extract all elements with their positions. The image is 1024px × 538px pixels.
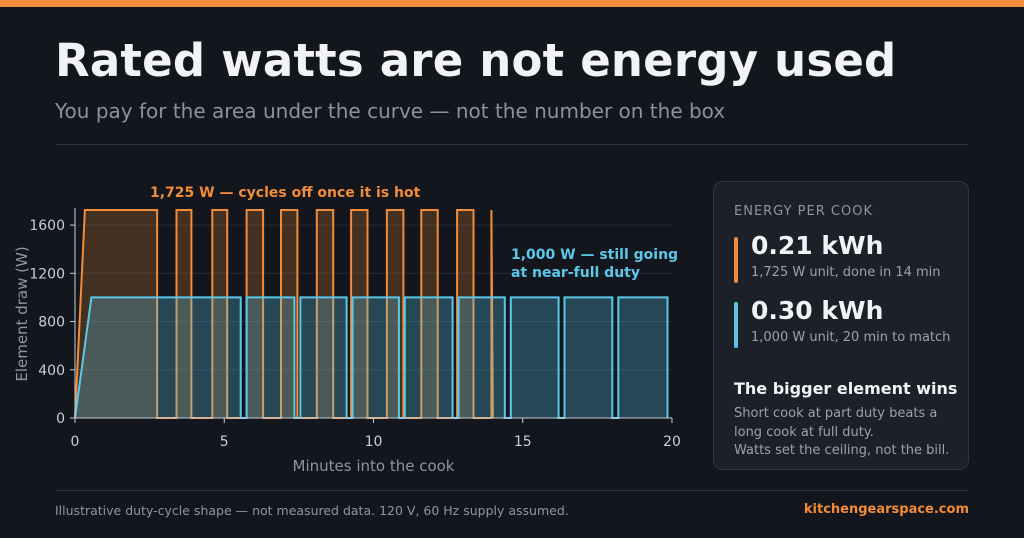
page-subtitle: You pay for the area under the curve — n… bbox=[55, 99, 726, 123]
series-area-orange bbox=[75, 210, 493, 418]
annotation-blue-line2: at near-full duty bbox=[511, 265, 640, 281]
y-tick-label: 1200 bbox=[29, 266, 65, 282]
chart-grid bbox=[75, 224, 672, 371]
divider-bottom bbox=[55, 490, 969, 491]
top-accent-bar bbox=[0, 0, 1024, 7]
y-tick-label: 1600 bbox=[29, 218, 65, 234]
panel-heading: The bigger element wins bbox=[734, 379, 958, 398]
y-tick-label: 0 bbox=[56, 411, 65, 427]
x-tick-label: 15 bbox=[514, 434, 532, 450]
x-axis-label: Minutes into the cook bbox=[293, 457, 455, 475]
y-tick-label: 800 bbox=[38, 315, 65, 331]
x-tick-label: 20 bbox=[663, 434, 681, 450]
stat-blue-note: 1,000 W unit, 20 min to match bbox=[751, 330, 951, 345]
x-tick-label: 5 bbox=[220, 434, 229, 450]
panel-body-line: Watts set the ceiling, not the bill. bbox=[734, 443, 950, 458]
chart-ticks: 0 400 800 1200 1600 0 5 10 15 20 bbox=[29, 218, 681, 450]
y-axis-label: Element draw (W) bbox=[13, 246, 31, 381]
panel-body-line: long cook at full duty. bbox=[734, 424, 874, 440]
series-line-blue bbox=[74, 296, 669, 419]
x-tick-label: 10 bbox=[365, 434, 383, 450]
stat-orange-bar bbox=[734, 237, 738, 283]
series-area-blue bbox=[75, 297, 668, 418]
page-title: Rated watts are not energy used bbox=[55, 34, 897, 87]
brand-link[interactable]: kitchengearspace.com bbox=[803, 502, 969, 517]
stat-blue-bar bbox=[734, 302, 738, 348]
panel-body-line: Short cook at part duty beats a bbox=[734, 406, 938, 421]
y-tick-label: 400 bbox=[38, 363, 65, 379]
annotation-orange: 1,725 W — cycles off once it is hot bbox=[150, 185, 421, 201]
footnote: Illustrative duty-cycle shape — not meas… bbox=[55, 503, 569, 518]
stat-orange-note: 1,725 W unit, done in 14 min bbox=[751, 265, 941, 280]
divider-top bbox=[55, 144, 969, 145]
panel-body: Short cook at part duty beats a long coo… bbox=[734, 405, 964, 461]
duty-cycle-chart: 0 400 800 1200 1600 0 5 10 15 20 Element draw (W)… bbox=[13, 185, 681, 475]
energy-panel: ENERGY PER COOK 0.21 kWh 1,725 W unit, d… bbox=[713, 181, 969, 470]
panel-title: ENERGY PER COOK bbox=[734, 204, 873, 219]
chart-series bbox=[74, 209, 669, 419]
annotation-blue-line1: 1,000 W — still going bbox=[511, 247, 678, 263]
stat-blue-value: 0.30 kWh bbox=[751, 296, 884, 325]
stat-orange-value: 0.21 kWh bbox=[751, 231, 884, 260]
x-tick-label: 0 bbox=[71, 434, 80, 450]
